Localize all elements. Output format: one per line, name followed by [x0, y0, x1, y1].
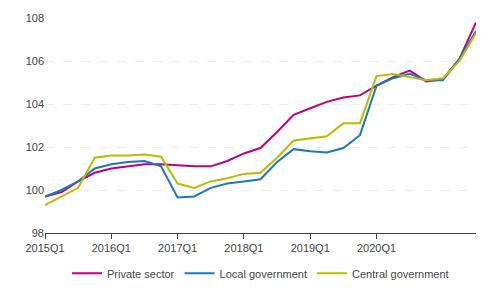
svg-text:2020Q1: 2020Q1 — [357, 242, 396, 254]
svg-text:2017Q1: 2017Q1 — [158, 242, 197, 254]
svg-text:Private sector: Private sector — [107, 268, 175, 280]
svg-text:2019Q1: 2019Q1 — [291, 242, 330, 254]
svg-text:2018Q1: 2018Q1 — [224, 242, 263, 254]
svg-text:2016Q1: 2016Q1 — [92, 242, 131, 254]
svg-text:2015Q1: 2015Q1 — [25, 242, 64, 254]
svg-text:102: 102 — [26, 141, 44, 153]
svg-text:Central government: Central government — [352, 268, 449, 280]
svg-text:Local government: Local government — [220, 268, 307, 280]
svg-text:98: 98 — [32, 227, 44, 239]
svg-text:104: 104 — [26, 98, 44, 110]
svg-text:100: 100 — [26, 184, 44, 196]
svg-text:108: 108 — [26, 12, 44, 24]
svg-text:106: 106 — [26, 55, 44, 67]
